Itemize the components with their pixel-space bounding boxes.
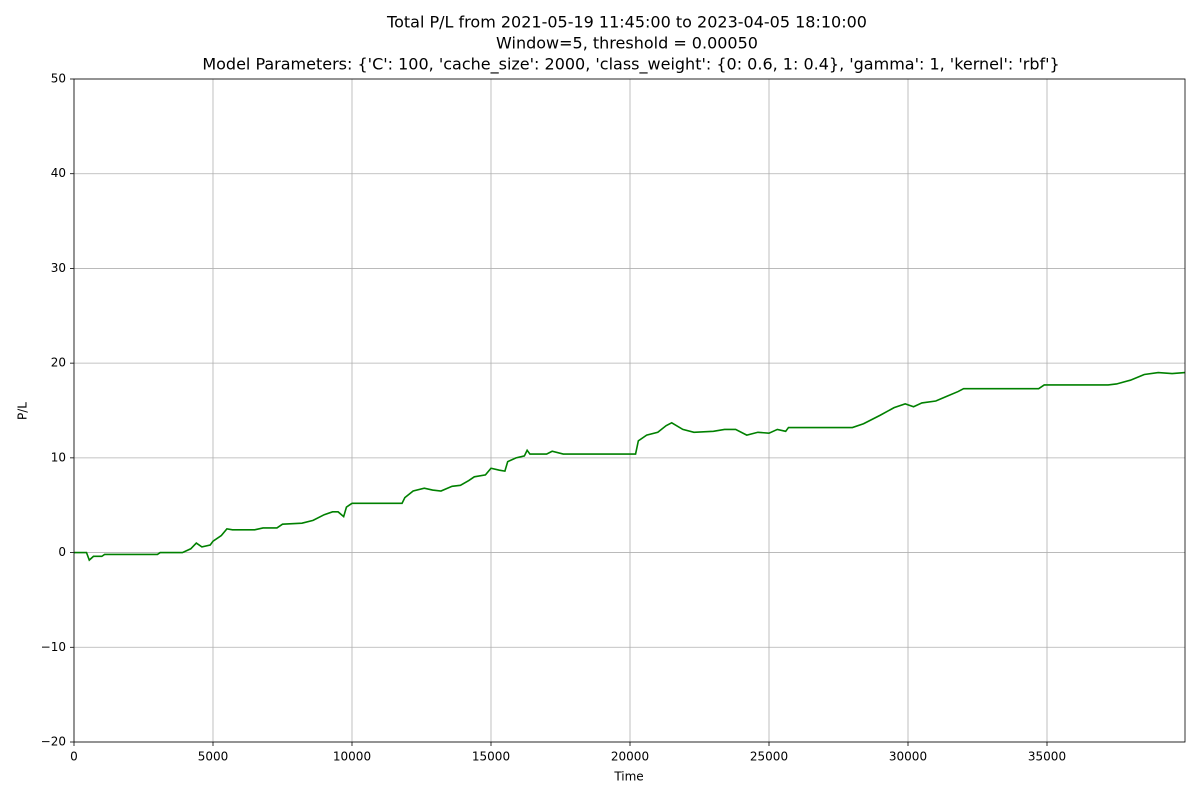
pl-line (74, 371, 1186, 562)
chart-title: Total P/L from 2021-05-19 11:45:00 to 20… (386, 13, 867, 32)
y-tick-label: 10 (51, 450, 66, 464)
y-tick-label: 0 (58, 545, 66, 559)
y-tick-label: 30 (51, 261, 66, 275)
x-tick-label: 20000 (611, 750, 649, 764)
x-tick-label: 15000 (472, 750, 510, 764)
plot-frame (73, 78, 1186, 743)
y-tick-label: −20 (41, 735, 66, 749)
y-tick-label: 20 (51, 356, 66, 370)
x-tick-label: 35000 (1028, 750, 1066, 764)
chart-subtitle: Window=5, threshold = 0.00050 (496, 34, 758, 53)
x-tick-label: 25000 (750, 750, 788, 764)
y-tick-label: 40 (51, 166, 66, 180)
y-axis-label: P/L (16, 402, 30, 420)
x-tick-label: 0 (70, 750, 78, 764)
y-tick-label: 50 (51, 72, 66, 86)
x-axis-label: Time (613, 770, 643, 784)
x-tick-label: 5000 (198, 750, 229, 764)
x-tick-label: 10000 (333, 750, 371, 764)
x-tick-label: 30000 (889, 750, 927, 764)
chart-subtitle: Model Parameters: {'C': 100, 'cache_size… (202, 55, 1059, 75)
y-tick-label: −10 (41, 640, 66, 654)
